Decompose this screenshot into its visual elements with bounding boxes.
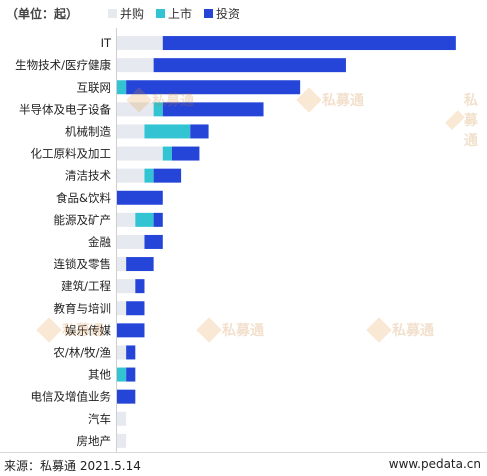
category-label: 金融 (88, 235, 111, 249)
bar-segment-merger (117, 257, 127, 272)
bar-segment-ipo (162, 146, 172, 161)
category-label: 娱乐传媒 (65, 323, 111, 337)
category-label: 半导体及电子设备 (19, 102, 111, 116)
category-label: 能源及矿产 (54, 213, 112, 227)
bar-segment-investment (162, 102, 264, 117)
bar-segment-investment (117, 323, 145, 338)
category-label: 生物技术/医疗健康 (15, 58, 111, 72)
chart-legend: 并购 上市 投资 (108, 5, 240, 22)
legend-swatch-investment (204, 9, 214, 18)
category-label: 农/林/牧/渔 (53, 345, 111, 359)
category-label: 建筑/工程 (61, 279, 111, 293)
bar-segment-merger (117, 411, 127, 426)
bar-segment-investment (126, 301, 145, 316)
category-label: 化工原料及加工 (31, 147, 112, 161)
bar-segment-investment (126, 257, 154, 272)
category-label: 机械制造 (65, 124, 111, 138)
bar-segment-investment (117, 190, 163, 205)
bar-segment-investment (171, 146, 200, 161)
legend-label-merger: 并购 (120, 7, 145, 21)
legend-label-investment: 投资 (216, 7, 241, 21)
category-label: 电信及增值业务 (31, 390, 112, 404)
bar-segment-merger (117, 234, 145, 249)
bar-segment-investment (162, 36, 456, 51)
unit-label: （单位：起） (6, 7, 79, 21)
category-label: 教育与培训 (54, 301, 112, 315)
legend-item-merger: 并购 (108, 5, 144, 22)
bar-segment-investment (190, 124, 209, 139)
category-label: 房地产 (77, 434, 112, 448)
legend-item-ipo: 上市 (156, 5, 192, 22)
bar-segment-merger (117, 279, 136, 294)
bar-segment-investment (153, 168, 182, 183)
legend-label-ipo: 上市 (168, 7, 193, 21)
category-label: 汽车 (88, 412, 111, 426)
legend-swatch-ipo (156, 9, 166, 18)
bar-segment-investment (117, 389, 136, 404)
bar-segment-ipo (153, 102, 163, 117)
category-label: 连锁及零售 (54, 257, 112, 271)
bar-segment-merger (117, 212, 136, 227)
category-label: 食品&饮料 (56, 191, 111, 205)
bar-segment-merger (117, 146, 163, 161)
bar-chart: IT 生物技术/医疗健康互联网半导体及电子设备机械制造化工原料及加工清洁技术食品&… (15, 28, 456, 452)
category-label: 互联网 (77, 80, 112, 94)
category-label: IT (101, 36, 112, 50)
bar-segment-investment (153, 212, 163, 227)
bar-segment-ipo (117, 367, 127, 382)
bar-segment-merger (117, 433, 127, 448)
bar-segment-merger (117, 102, 154, 117)
bar-segment-ipo (117, 80, 127, 95)
bar-segment-ipo (144, 168, 154, 183)
footer: 来源：私募通 2021.5.14 www.pedata.cn (0, 452, 487, 476)
bar-segment-investment (126, 367, 136, 382)
bar-segment-merger (117, 345, 127, 360)
bar-segment-investment (126, 345, 136, 360)
bar-segment-merger (117, 36, 163, 51)
bar-segment-merger (117, 124, 145, 139)
bar-segment-investment (135, 279, 145, 294)
legend-swatch-merger (108, 9, 117, 18)
bar-segment-merger (117, 168, 145, 183)
bar-segment-investment (126, 80, 301, 95)
bar-segment-merger (117, 301, 127, 316)
category-label: 其他 (88, 368, 111, 382)
source-text: 来源：私募通 2021.5.14 (4, 459, 141, 473)
bar-segment-merger (117, 58, 154, 73)
category-label: 清洁技术 (65, 169, 111, 183)
bar-segment-ipo (135, 212, 154, 227)
bar-segment-investment (153, 58, 346, 73)
legend-item-investment: 投资 (204, 5, 240, 22)
site-url: www.pedata.cn (388, 457, 481, 471)
bar-segment-ipo (144, 124, 191, 139)
bar-segment-investment (144, 234, 163, 249)
